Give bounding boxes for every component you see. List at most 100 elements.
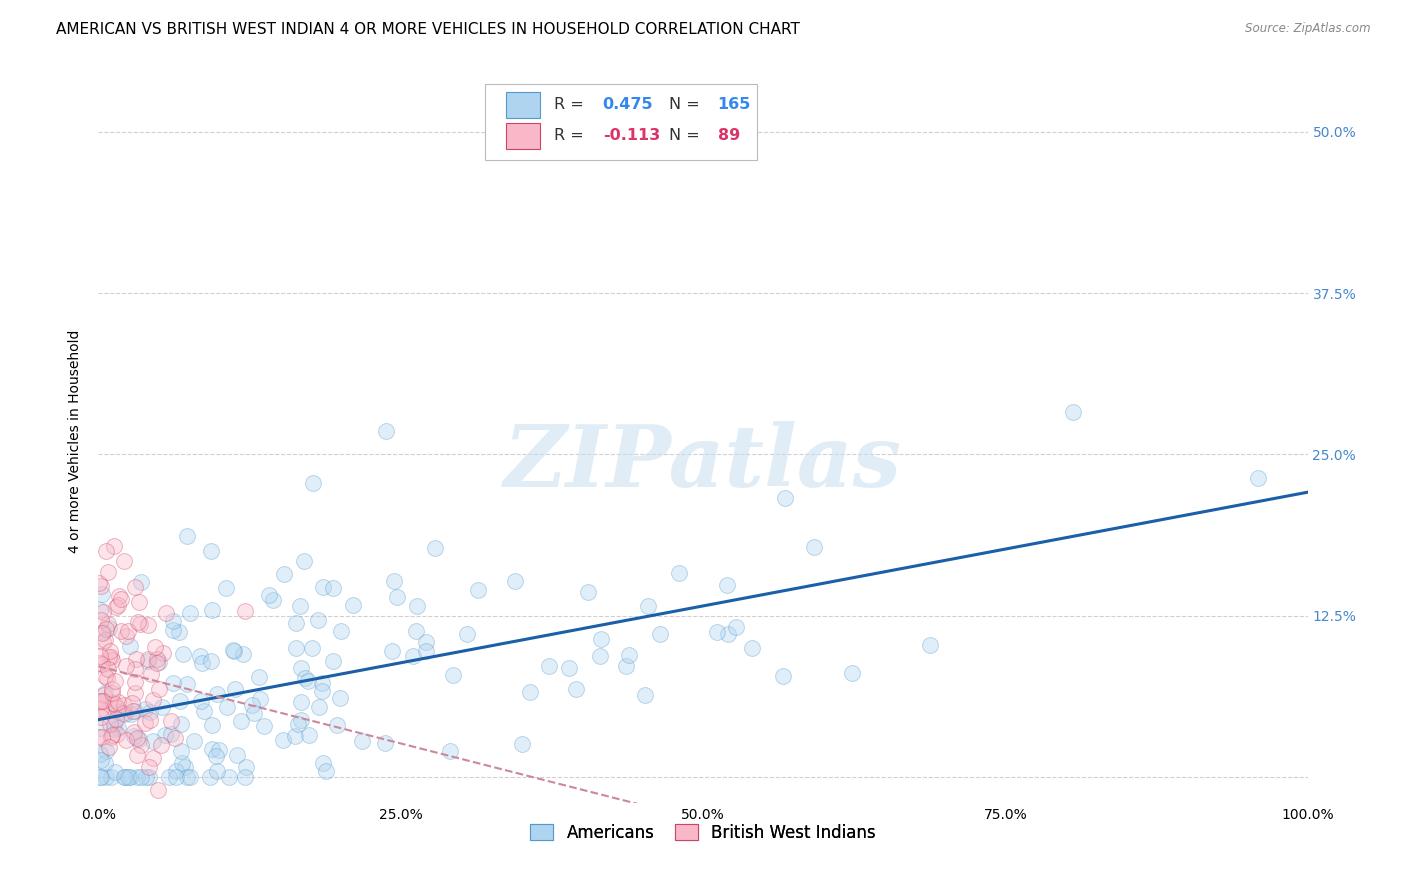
Point — [89, 576, 111, 591]
Point — [125, 748, 148, 763]
Point — [93, 688, 115, 702]
Point — [105, 727, 128, 741]
Point — [456, 627, 478, 641]
Point — [112, 770, 135, 784]
FancyBboxPatch shape — [506, 92, 540, 118]
Point — [100, 770, 122, 784]
Point — [240, 698, 263, 713]
Point — [90, 613, 112, 627]
Point — [179, 606, 201, 620]
Point — [90, 625, 112, 640]
Point — [128, 732, 150, 747]
Point — [249, 691, 271, 706]
Point — [104, 764, 127, 779]
Text: N =: N = — [669, 97, 704, 112]
Point — [706, 624, 728, 639]
Point — [107, 721, 129, 735]
FancyBboxPatch shape — [506, 123, 540, 149]
Point — [101, 653, 124, 667]
Point — [89, 693, 111, 707]
Point — [150, 699, 173, 714]
Point — [415, 644, 437, 658]
Point — [775, 491, 797, 505]
Point — [193, 704, 215, 718]
Point — [298, 729, 321, 743]
Point — [114, 629, 136, 643]
Point — [125, 652, 148, 666]
Y-axis label: 4 or more Vehicles in Household: 4 or more Vehicles in Household — [69, 330, 83, 553]
Point — [127, 615, 149, 630]
Point — [510, 737, 533, 751]
Point — [290, 661, 312, 675]
Point — [308, 699, 330, 714]
Point — [162, 614, 184, 628]
Point — [148, 655, 170, 669]
Point — [215, 581, 238, 595]
Point — [118, 640, 141, 654]
Point — [325, 718, 347, 732]
Point — [637, 599, 659, 614]
Point — [163, 731, 186, 746]
Point — [91, 634, 114, 648]
Point — [94, 704, 117, 718]
Point — [114, 732, 136, 747]
Point — [139, 714, 162, 728]
Text: R =: R = — [554, 128, 589, 144]
Point — [107, 705, 129, 719]
Point — [415, 634, 437, 648]
Point — [128, 616, 150, 631]
Point — [565, 682, 588, 697]
Point — [98, 621, 121, 635]
Point — [273, 732, 295, 747]
Point — [148, 783, 170, 797]
Point — [129, 738, 152, 752]
Point — [803, 541, 825, 555]
Point — [668, 566, 690, 581]
Point — [91, 657, 114, 671]
Point — [90, 587, 112, 601]
Point — [273, 567, 295, 582]
Point — [124, 580, 146, 594]
Point — [152, 646, 174, 660]
Point — [136, 654, 159, 668]
Point — [201, 742, 224, 756]
Point — [179, 770, 201, 784]
Point — [591, 632, 613, 646]
Point — [385, 590, 408, 604]
Point — [329, 624, 352, 638]
Point — [322, 581, 344, 595]
Point — [101, 686, 124, 700]
Point — [89, 603, 111, 617]
Point — [110, 624, 132, 639]
Point — [100, 649, 122, 664]
Point — [124, 685, 146, 699]
Point — [717, 627, 740, 641]
Point — [519, 685, 541, 699]
Point — [235, 770, 257, 784]
Point — [441, 668, 464, 682]
Point — [117, 624, 139, 638]
Point — [382, 574, 405, 588]
Point — [101, 681, 124, 696]
Point — [93, 756, 115, 770]
Point — [170, 717, 193, 731]
Point — [105, 599, 128, 614]
Point — [134, 716, 156, 731]
Point — [128, 595, 150, 609]
Point — [176, 529, 198, 543]
Point — [142, 751, 165, 765]
Point — [172, 647, 194, 661]
Point — [142, 693, 165, 707]
Point — [772, 669, 794, 683]
Point — [89, 648, 111, 663]
Point — [159, 714, 181, 729]
Point — [294, 671, 316, 685]
Point — [91, 625, 114, 640]
Point — [222, 644, 245, 658]
Point — [614, 659, 637, 673]
Point — [104, 673, 127, 688]
Point — [381, 644, 404, 658]
Point — [94, 770, 117, 784]
Point — [138, 759, 160, 773]
Point — [97, 616, 120, 631]
